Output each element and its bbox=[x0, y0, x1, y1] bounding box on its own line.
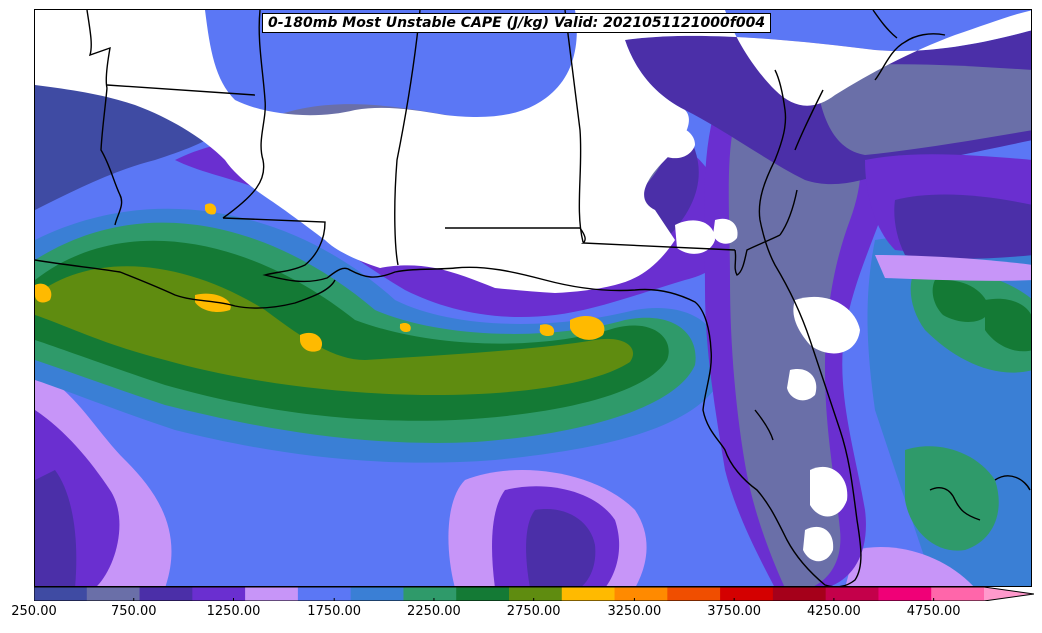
colorbar-tick-label: 1250.00 bbox=[206, 604, 261, 619]
colorbar-segment bbox=[86, 587, 141, 601]
colorbar bbox=[34, 587, 1034, 601]
colorbar-segment bbox=[825, 587, 879, 601]
colorbar-tick-label: 3250.00 bbox=[607, 604, 662, 619]
cape-map bbox=[35, 10, 1031, 586]
colorbar-segment bbox=[720, 587, 774, 601]
colorbar-segment bbox=[931, 587, 985, 601]
colorbar-segment bbox=[772, 587, 827, 601]
cape-field bbox=[35, 10, 1031, 586]
colorbar-segment bbox=[561, 587, 616, 601]
colorbar-outline bbox=[34, 587, 1034, 601]
colorbar-segment bbox=[509, 587, 563, 601]
colorbar-tick-label: 250.00 bbox=[11, 604, 57, 619]
colorbar-segment bbox=[139, 587, 193, 601]
colorbar-segment bbox=[34, 587, 88, 601]
colorbar-segment bbox=[878, 587, 932, 601]
colorbar-segment bbox=[667, 587, 721, 601]
colorbar-segment bbox=[297, 587, 352, 601]
colorbar-tick-label: 2250.00 bbox=[407, 604, 461, 619]
boundaries bbox=[35, 10, 1031, 586]
colorbar-tick-label: 1750.00 bbox=[307, 604, 362, 619]
colorbar-tick-label: 750.00 bbox=[111, 604, 157, 619]
colorbar-segment bbox=[614, 587, 668, 601]
colorbar-segment bbox=[245, 587, 299, 601]
colorbar-extend-arrow bbox=[984, 587, 1034, 601]
colorbar-segment bbox=[456, 587, 510, 601]
colorbar-segment bbox=[403, 587, 457, 601]
colorbar-tick-label: 4250.00 bbox=[807, 604, 861, 619]
colorbar-segment bbox=[350, 587, 404, 601]
colorbar-tick-label: 4750.00 bbox=[906, 604, 961, 619]
map-title: 0-180mb Most Unstable CAPE (J/kg) Valid:… bbox=[262, 13, 772, 33]
colorbar-tick-label: 2750.00 bbox=[506, 604, 561, 619]
colorbar-segment bbox=[192, 587, 246, 601]
map-panel bbox=[34, 9, 1032, 587]
colorbar-tick-label: 3750.00 bbox=[707, 604, 762, 619]
